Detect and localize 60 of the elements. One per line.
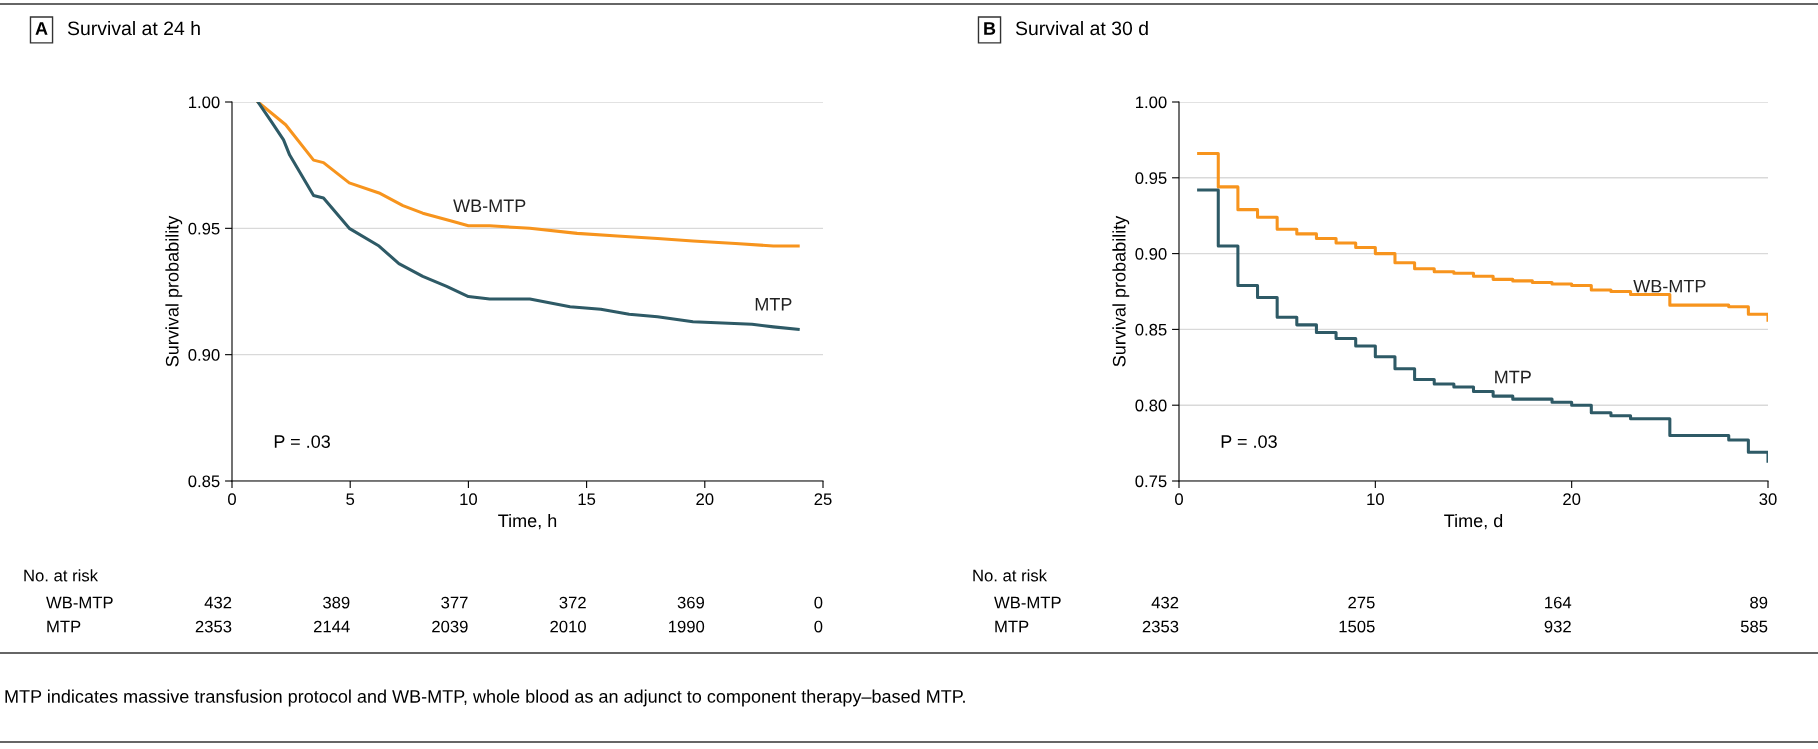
annotation: P = .03 (1221, 435, 1277, 448)
text: 369 (677, 596, 705, 609)
text: 372 (559, 596, 586, 609)
text: WB-MTP (994, 596, 1061, 609)
series-label: MTP (755, 298, 792, 311)
text: 2353 (195, 620, 232, 633)
y-axis-title: Survival probability (1112, 215, 1130, 367)
annotation: P = .03 (274, 435, 330, 448)
x-tick-label: 15 (578, 493, 596, 506)
text: 89 (1750, 596, 1768, 609)
text: 585 (1740, 620, 1768, 633)
text: 0 (814, 620, 823, 633)
y-tick-label: 0.85 (1135, 323, 1167, 336)
line-series (256, 102, 800, 331)
text: 2144 (313, 620, 350, 633)
text: 164 (1545, 596, 1572, 609)
y-tick-label: 0.75 (1135, 475, 1167, 488)
chart-title: B Survival at 30 d (984, 20, 1148, 36)
x-tick-label: 25 (814, 493, 832, 506)
series-label: WB-MTP (453, 199, 526, 212)
y-tick-label: 0.80 (1135, 399, 1167, 412)
series-label: MTP (1495, 370, 1531, 384)
text: 432 (204, 596, 232, 609)
text: 432 (1151, 596, 1179, 609)
y-tick-label: 1.00 (1136, 96, 1167, 109)
y-tick-label: 0.85 (188, 475, 220, 488)
x-tick-label: 20 (696, 493, 714, 506)
x-tick-label: 20 (1563, 493, 1581, 506)
text: MTP (995, 620, 1029, 633)
x-tick-label: 10 (460, 493, 478, 506)
x-tick-label: 5 (346, 493, 355, 506)
x-tick-label: 10 (1367, 493, 1384, 506)
text: MTP (47, 620, 81, 633)
x-axis-title: Time, d (1444, 513, 1503, 530)
text: MTP indicates massive transfusion protocol and WB-MTP, whole blood as an adjunct to component therapy–based MTP. (5, 689, 965, 707)
text: 932 (1544, 620, 1571, 633)
text: No. at risk (24, 569, 99, 582)
y-tick-label: 0.95 (188, 222, 220, 235)
y-tick-label: 1.00 (189, 96, 220, 109)
x-axis-title: Time, h (498, 513, 557, 530)
text: 2039 (432, 620, 468, 633)
chart-title: A Survival at 24 h (35, 20, 200, 36)
text: No. at risk (973, 569, 1048, 582)
text: 2353 (1142, 620, 1179, 633)
x-tick-label: 0 (228, 493, 236, 506)
y-axis-title: Survival probability (165, 215, 183, 367)
x-tick-label: 30 (1759, 493, 1777, 506)
y-tick-label: 0.95 (1135, 172, 1167, 184)
series-label: WB-MTP (1633, 279, 1706, 293)
text: 275 (1348, 596, 1375, 609)
text: WB-MTP (46, 596, 113, 609)
x-tick-label: 0 (1175, 493, 1183, 506)
text: 377 (441, 596, 468, 609)
y-tick-label: 0.90 (1135, 248, 1167, 260)
text: 2010 (550, 620, 586, 633)
text: 389 (323, 596, 350, 609)
text: 1990 (669, 620, 705, 633)
y-tick-label: 0.90 (188, 349, 220, 361)
text: 0 (814, 596, 823, 609)
text: 1505 (1339, 620, 1375, 633)
